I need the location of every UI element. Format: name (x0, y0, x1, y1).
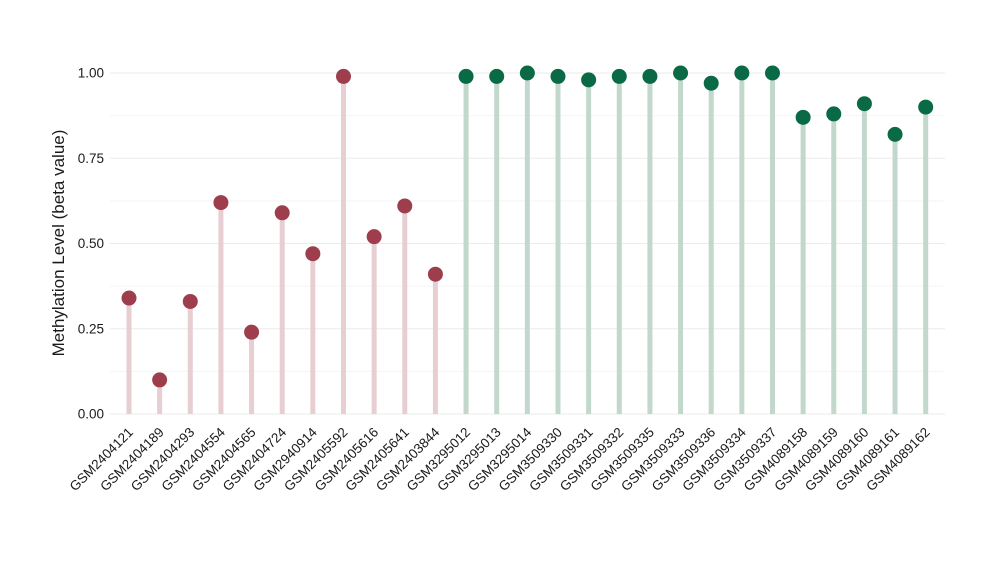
y-axis-title: Methylation Level (beta value) (49, 130, 68, 357)
y-axis-tick-labels: 0.00 0.25 0.50 0.75 1.00 (78, 66, 104, 422)
y-tick-label: 0.50 (78, 236, 104, 251)
data-point (734, 65, 750, 81)
data-point (427, 266, 443, 282)
data-point (856, 96, 872, 112)
y-tick-label: 1.00 (78, 66, 104, 81)
data-point (703, 75, 719, 91)
data-point (397, 198, 413, 214)
x-axis-tick-labels: GSM2404121GSM2404189GSM2404293GSM2404554… (67, 424, 933, 494)
data-point (489, 68, 505, 84)
data-point (519, 65, 535, 81)
data-point (274, 205, 290, 221)
data-point (764, 65, 780, 81)
data-point (366, 229, 382, 245)
data-point (826, 106, 842, 122)
data-point (611, 68, 627, 84)
data-point (918, 99, 934, 115)
stems (126, 73, 929, 414)
data-point (642, 68, 658, 84)
data-point (673, 65, 689, 81)
data-point (458, 68, 474, 84)
data-point (795, 109, 811, 125)
data-point (152, 372, 168, 388)
data-point (244, 324, 260, 340)
y-tick-label: 0.00 (78, 407, 104, 422)
data-point (581, 72, 597, 88)
y-tick-label: 0.25 (78, 321, 104, 336)
data-point (550, 68, 566, 84)
data-point (887, 126, 903, 142)
data-points (121, 65, 934, 388)
data-point (335, 68, 351, 84)
data-point (213, 195, 229, 211)
data-point (182, 293, 198, 309)
y-tick-label: 0.75 (78, 151, 104, 166)
data-point (121, 290, 137, 306)
data-point (305, 246, 321, 262)
